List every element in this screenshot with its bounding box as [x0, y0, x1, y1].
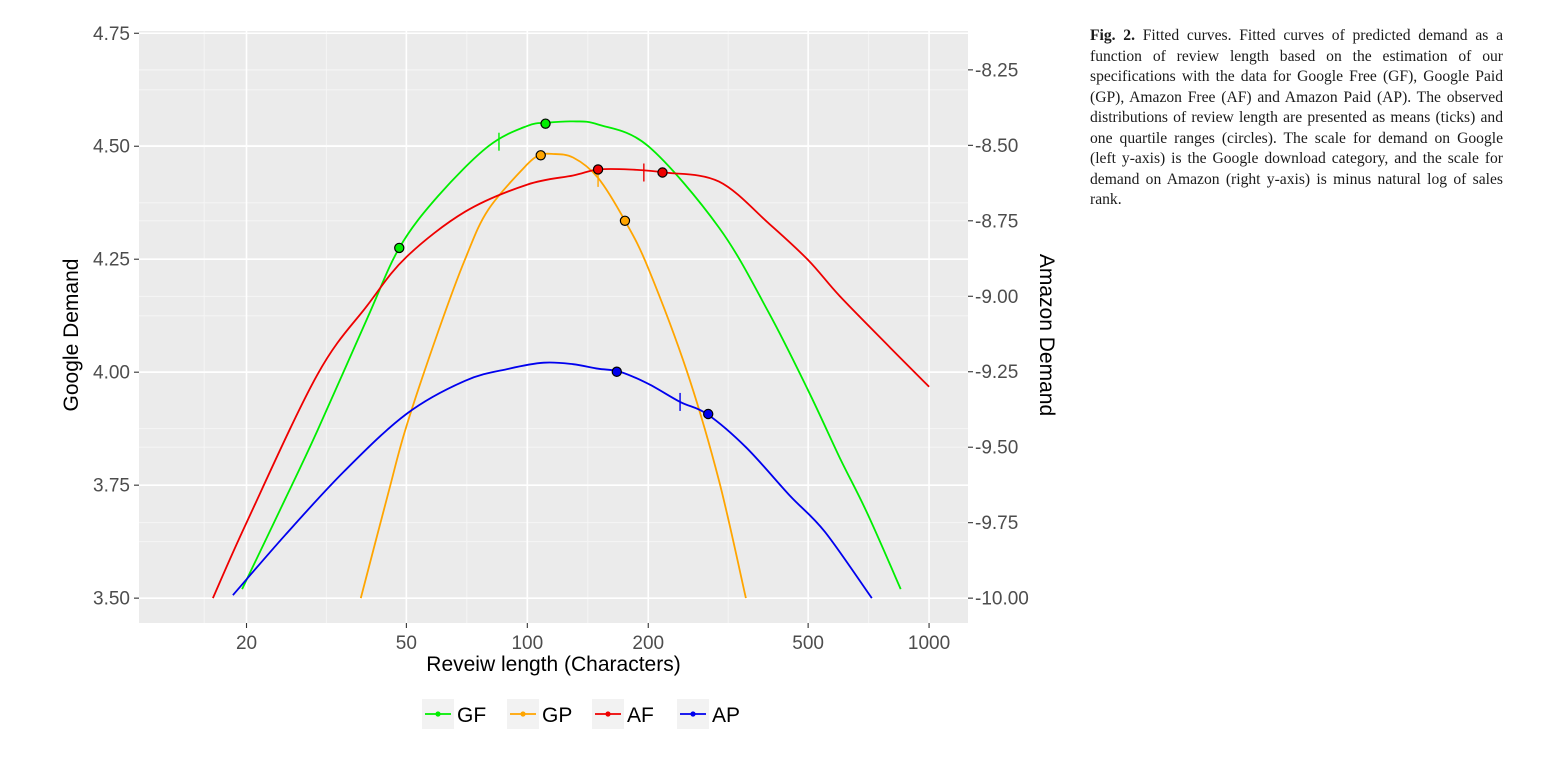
- quartile-point-gp: [535, 150, 546, 161]
- x-axis-title: Reveiw length (Characters): [426, 653, 680, 676]
- y2-tick-label: -9.25: [975, 362, 1018, 383]
- x-tick-label: 50: [396, 633, 417, 654]
- y-tick-label: 3.75: [93, 476, 130, 497]
- series-ap: [232, 361, 873, 599]
- series-gp: [359, 150, 747, 599]
- x-tick-label: 20: [236, 633, 257, 654]
- legend-label-gf: GF: [457, 704, 486, 727]
- legend-key-dot: [435, 711, 441, 717]
- x-tick-label: 200: [632, 633, 664, 654]
- left-y-axis-title: Google Demand: [60, 259, 83, 412]
- quartile-point-ap: [703, 408, 714, 420]
- left-y-axis: 3.50 3.75 4.00 4.25 4.50 4.75: [93, 24, 139, 610]
- y2-tick-label: -9.75: [975, 513, 1018, 534]
- x-tick-label: 1000: [908, 633, 950, 654]
- quartile-point-af: [657, 167, 668, 178]
- series-line-af: [212, 168, 930, 599]
- series-line-gp: [359, 152, 747, 599]
- y-tick-label: 4.50: [93, 137, 130, 158]
- y-tick-label: 4.25: [93, 250, 130, 271]
- y-tick-label: 4.00: [93, 363, 130, 384]
- quartile-point-gp: [619, 215, 631, 227]
- x-tick-label: 100: [511, 633, 543, 654]
- y2-tick-label: -8.75: [975, 211, 1018, 232]
- y2-tick-label: -8.25: [975, 60, 1018, 81]
- plot-panel: [139, 31, 968, 623]
- legend-label-af: AF: [627, 704, 654, 727]
- minor-gridlines: [139, 31, 968, 623]
- legend-item-gf: GF: [422, 699, 486, 729]
- y2-tick-label: -8.50: [975, 136, 1018, 157]
- legend-label-gp: GP: [542, 704, 572, 727]
- caption-text: Fitted curves. Fitted curves of predicte…: [1090, 27, 1503, 208]
- right-y-axis-title: Amazon Demand: [1035, 254, 1058, 416]
- series-layer: [212, 118, 930, 599]
- figure-caption: Fig. 2. Fitted curves. Fitted curves of …: [1090, 26, 1503, 211]
- quartile-point-gf: [540, 118, 551, 129]
- legend-item-af: AF: [592, 699, 654, 729]
- quartile-point-af: [592, 164, 604, 175]
- y-tick-label: 3.50: [93, 589, 130, 610]
- legend-item-gp: GP: [507, 699, 572, 729]
- legend: GF GP AF AP: [422, 699, 740, 729]
- figure-label: Fig. 2.: [1090, 27, 1135, 44]
- legend-key-dot: [690, 711, 696, 717]
- major-gridlines: [139, 31, 968, 623]
- fitted-curves-chart: 3.50 3.75 4.00 4.25 4.50 4.75 -8.25 -8.50 -8.75…: [60, 24, 1058, 729]
- x-tick-label: 500: [792, 633, 824, 654]
- series-af: [212, 163, 930, 599]
- series-line-ap: [232, 361, 873, 599]
- x-axis: 20 50 100 200 500 1000: [236, 623, 950, 654]
- legend-key-dot: [605, 711, 611, 717]
- series-line-gf: [241, 120, 902, 590]
- y-tick-label: 4.75: [93, 24, 130, 45]
- quartile-point-ap: [611, 366, 622, 377]
- right-y-axis: -8.25 -8.50 -8.75 -9.00 -9.25 -9.50 -9.75 -10.0…: [968, 60, 1029, 610]
- legend-key-dot: [520, 711, 526, 717]
- legend-item-ap: AP: [677, 699, 740, 729]
- y2-tick-label: -9.50: [975, 438, 1018, 459]
- y2-tick-label: -10.00: [975, 589, 1029, 610]
- y2-tick-label: -9.00: [975, 287, 1018, 308]
- quartile-point-gf: [394, 242, 405, 254]
- legend-label-ap: AP: [712, 704, 740, 727]
- series-gf: [241, 118, 902, 590]
